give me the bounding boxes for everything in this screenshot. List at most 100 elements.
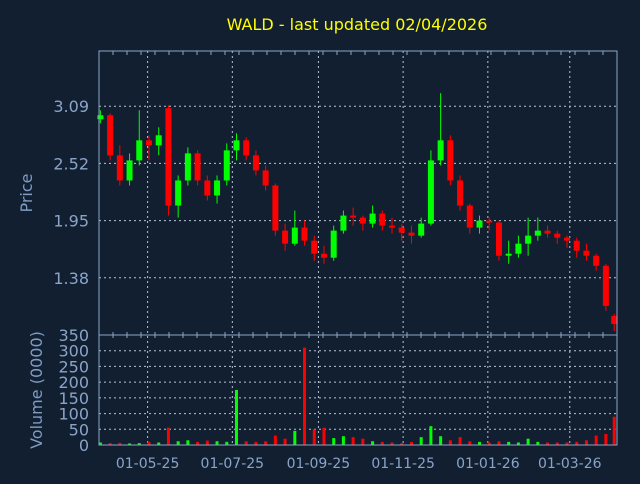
volume-bar <box>361 438 365 445</box>
candle-down <box>583 250 590 256</box>
candle-down <box>544 230 551 234</box>
candle-up <box>97 115 104 120</box>
plot-frame <box>98 50 618 446</box>
volume-bar <box>458 437 462 445</box>
candle-up <box>476 220 483 228</box>
volume-bar <box>584 440 588 445</box>
volume-bar <box>400 443 404 445</box>
candle-down <box>573 240 580 251</box>
candle-down <box>272 185 279 231</box>
volume-tick-label: 350 <box>58 326 89 345</box>
volume-bar <box>128 443 132 445</box>
volume-bar <box>205 440 209 445</box>
volume-axis-label: Volume (0000) <box>27 331 46 449</box>
volume-bar <box>341 436 345 445</box>
volume-bar <box>380 441 384 445</box>
candle-up <box>437 140 444 161</box>
volume-bar <box>429 426 433 445</box>
candle-down <box>145 140 152 146</box>
candle-down <box>301 227 308 241</box>
price-tick-label: 3.09 <box>53 97 89 116</box>
volume-bar <box>594 435 598 445</box>
candle-down <box>408 232 415 236</box>
candle-down <box>457 180 464 206</box>
volume-bar <box>244 441 248 445</box>
candle-down <box>243 140 250 156</box>
volume-bar <box>147 441 151 445</box>
candle-up <box>505 253 512 256</box>
candle-down <box>447 140 454 181</box>
candle-up <box>291 227 298 244</box>
candle-down <box>389 225 396 228</box>
volume-bar <box>419 437 423 445</box>
candle-down <box>262 170 269 186</box>
candle-down <box>165 108 172 206</box>
volume-bar <box>283 438 287 445</box>
candle-down <box>466 205 473 228</box>
candle-up <box>155 135 162 146</box>
candle-up <box>369 213 376 224</box>
volume-bar <box>612 416 616 445</box>
volume-bar <box>439 436 443 445</box>
candle-up <box>126 160 133 181</box>
candle-up <box>223 150 230 181</box>
candle-up <box>233 140 240 151</box>
volume-bar <box>526 438 530 445</box>
candle-down <box>564 237 571 241</box>
volume-bar <box>157 442 161 445</box>
candle-down <box>116 155 123 181</box>
candle-up <box>340 215 347 231</box>
x-tick-label: 01-11-25 <box>371 456 435 472</box>
candle-down <box>320 253 327 258</box>
volume-bar <box>332 438 336 445</box>
volume-bar <box>478 441 482 445</box>
x-tick-label: 01-09-25 <box>287 456 351 472</box>
x-tick-label: 01-03-26 <box>538 456 602 472</box>
candle-down <box>554 233 561 238</box>
volume-bar <box>371 441 375 445</box>
volume-bar <box>312 429 316 445</box>
volume-bar <box>507 441 511 445</box>
candle-down <box>379 213 386 226</box>
volume-bar <box>351 437 355 445</box>
price-tick-label: 1.38 <box>53 269 89 288</box>
price-axis-label: Price <box>17 173 36 212</box>
volume-tick-label: 150 <box>58 389 89 408</box>
candle-up <box>534 230 541 236</box>
candle-down <box>611 315 618 324</box>
candle-down <box>359 217 366 224</box>
volume-bar <box>468 441 472 445</box>
volume-bar <box>264 441 268 445</box>
candle-down <box>194 153 201 181</box>
marks-layer <box>97 93 618 445</box>
volume-tick-label: 300 <box>58 342 89 361</box>
volume-bar <box>448 440 452 445</box>
volume-bar <box>254 441 258 445</box>
volume-bar <box>215 441 219 445</box>
volume-bar <box>322 427 326 445</box>
volume-bar <box>555 442 559 445</box>
volume-bar <box>98 442 102 445</box>
volume-tick-label: 0 <box>79 436 89 455</box>
volume-bar <box>487 442 491 445</box>
candle-down <box>311 240 318 254</box>
volume-bar <box>409 441 413 445</box>
volume-bar <box>118 442 122 445</box>
volume-bar <box>303 347 307 445</box>
candle-down <box>350 215 357 218</box>
volume-bar <box>137 443 141 445</box>
volume-bar <box>546 442 550 445</box>
candle-down <box>204 180 211 196</box>
volume-bar <box>234 390 238 445</box>
candle-down <box>282 230 289 244</box>
candle-up <box>214 180 221 196</box>
volume-bar <box>108 443 112 445</box>
volume-bar <box>516 442 520 445</box>
volume-bar <box>225 441 229 445</box>
volume-bar <box>273 435 277 445</box>
axes-layer: 01-05-25 01-07-25 01-09-25 01-11-25 01-01-26… <box>53 50 618 472</box>
candle-down <box>602 265 609 306</box>
candle-down <box>486 220 493 223</box>
x-tick-label: 01-07-25 <box>201 456 265 472</box>
candle-up <box>525 235 532 244</box>
